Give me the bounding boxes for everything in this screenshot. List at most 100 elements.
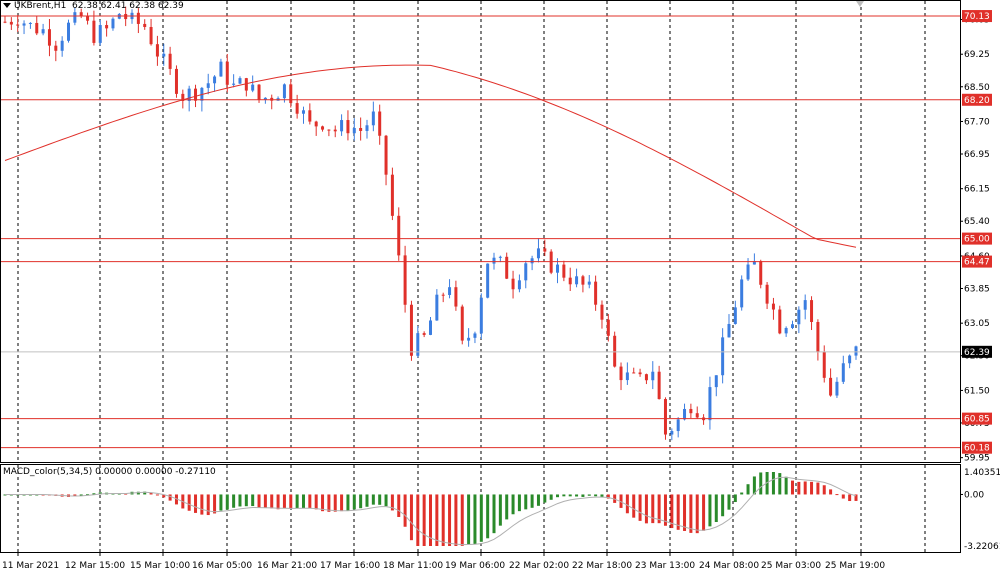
candle-body [155,44,159,57]
macd-histogram-bar [136,491,140,495]
candle-body [524,263,528,281]
candle-body [263,97,267,100]
candle-body [403,255,407,305]
macd-histogram-bar [816,482,820,495]
macd-histogram-bar [79,494,83,496]
candle-body [670,431,674,435]
price-tick-label: 61.50 [964,386,990,396]
candle-body [67,22,71,41]
macd-histogram-bar [86,494,90,496]
candle-body [543,248,547,252]
macd-histogram-bar [835,494,839,496]
candle-body [854,346,858,356]
macd-histogram-bar [359,494,363,509]
level-badge-label: 60.18 [964,444,990,454]
candle-body [282,84,286,99]
level-badge-label: 68.20 [964,96,990,106]
candle-body [625,372,629,381]
candle-body [416,333,420,356]
macd-histogram-bar [727,494,731,510]
candle-body [505,256,509,279]
macd-histogram-bar [790,480,794,495]
macd-histogram-bar [276,494,280,510]
symbol-header: UKBrent,H1 62.38 62.41 62.38 62.39 [3,1,184,11]
candle-body [460,306,464,341]
candle-body [105,25,109,29]
macd-histogram-bar [187,494,191,511]
time-tick-label: 16 Mar 05:00 [192,561,252,571]
candle-body [778,309,782,334]
macd-histogram-bar [409,494,413,541]
macd-histogram-bar [232,494,236,508]
candle-body [41,29,45,34]
candle-body [9,21,13,25]
macd-histogram-bar [467,494,471,545]
time-tick-label: 25 Mar 03:00 [761,561,821,571]
symbol-label: UKBrent,H1 [14,1,67,11]
candle-body [536,248,540,259]
level-badge [962,441,992,454]
macd-histogram-bar [575,494,579,497]
macd-histogram-bar [219,494,223,511]
price-tick-label: 63.05 [964,319,990,329]
macd-histogram-bar [803,481,807,495]
moving-average-line [4,64,857,248]
candle-body [498,256,502,258]
candle-body [765,284,769,304]
level-badge [962,255,992,268]
macd-histogram-bar [543,494,547,503]
macd-histogram-bar [314,494,318,510]
price-tick-label: 59.95 [964,454,990,464]
macd-histogram-bar [397,494,401,517]
macd-histogram-bar [206,494,210,516]
candle-body [562,264,566,278]
candle-body [295,103,299,114]
time-tick-label: 22 Mar 02:00 [509,561,569,571]
candle-body [841,363,845,382]
macd-histogram-bar [619,494,623,508]
candle-body [835,381,839,396]
scroll-shift-icon[interactable] [855,0,865,8]
candle-body [683,408,687,420]
candle-body [327,129,331,131]
time-tick-label: 12 Mar 15:00 [65,561,125,571]
candle-body [270,97,274,101]
macd-histogram-bar [556,494,560,498]
candle-body [219,61,223,77]
candle-body [168,53,172,69]
macd-histogram-bar [390,494,394,511]
candle-body [663,399,667,435]
time-tick-label: 11 Mar 2021 [2,561,59,571]
macd-histogram-bar [829,489,833,495]
current-price-label: 62.39 [964,348,990,358]
macd-histogram-bar [784,476,788,495]
candle-body [206,83,210,88]
macd-histogram-bar [651,494,655,524]
candle-body [492,257,496,264]
candle-body [575,276,579,285]
macd-histogram-bar [517,494,521,512]
candle-body [174,68,178,94]
candle-body [581,276,585,285]
macd-histogram-bar [797,481,801,495]
dropdown-triangle-icon[interactable] [3,3,11,8]
macd-histogram-bar [695,494,699,534]
candle-body [600,304,604,320]
macd-histogram-bar [505,494,509,520]
macd-histogram-bar [422,494,426,546]
macd-histogram-bar [454,494,458,546]
candle-body [3,21,7,23]
macd-histogram-bar [340,494,344,512]
macd-max-label: 1.40351 [964,468,1000,478]
candle-body [752,261,756,265]
candle-body [16,24,20,26]
macd-label: MACD_color(5,34,5) 0.00000 0.00000 -0.27… [3,467,216,477]
candle-body [149,26,153,45]
candle-body [632,372,636,374]
candle-body [181,93,185,101]
candle-body [613,335,617,367]
macd-histogram-bar [143,491,147,495]
